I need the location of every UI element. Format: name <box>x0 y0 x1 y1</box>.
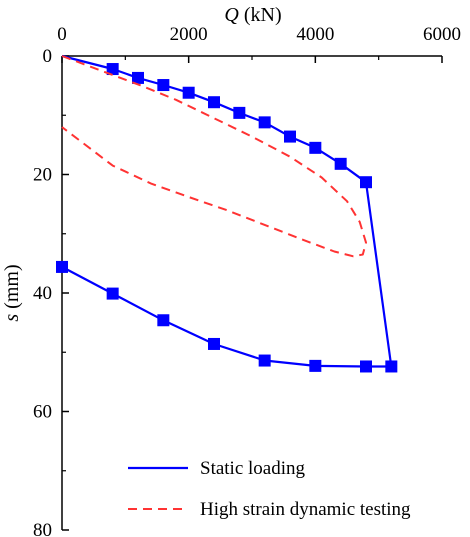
x-tick-label: 4000 <box>296 24 334 45</box>
legend-label-1: Static loading <box>200 458 306 479</box>
plot-area <box>56 54 398 373</box>
y-axis-label: s (mm) <box>1 264 23 321</box>
x-tick-label: 0 <box>57 24 67 45</box>
data-point <box>132 71 144 84</box>
series-line-2 <box>61 55 367 258</box>
data-point <box>284 130 296 143</box>
y-tick-label: 60 <box>33 402 52 423</box>
legend: Static loading High strain dynamic testin… <box>128 458 411 520</box>
x-axis-label: Q (kN) <box>224 4 281 26</box>
data-point <box>157 314 170 327</box>
data-point <box>360 176 372 189</box>
legend-label-2: High strain dynamic testing <box>200 499 411 520</box>
y-tick-label: 80 <box>33 520 52 537</box>
data-point <box>385 360 398 373</box>
data-point <box>56 260 68 273</box>
data-point <box>309 359 322 372</box>
y-tick-label: 20 <box>33 165 52 186</box>
data-point <box>106 63 119 76</box>
series-line-1 <box>61 54 393 368</box>
data-point <box>233 106 246 119</box>
data-point <box>208 96 220 109</box>
data-point <box>258 354 271 367</box>
data-point <box>258 116 271 129</box>
data-point <box>360 360 372 373</box>
y-tick-label: 40 <box>33 283 52 304</box>
data-point <box>157 79 170 92</box>
x-tick-label: 2000 <box>170 24 208 45</box>
axes: 0 2000 4000 6000 0 20 40 60 80 <box>33 24 461 537</box>
data-point <box>182 86 195 99</box>
data-point <box>334 157 347 170</box>
x-tick-label: 6000 <box>423 24 461 45</box>
data-point <box>106 287 119 300</box>
data-point <box>309 141 322 154</box>
data-point <box>208 337 220 350</box>
y-tick-label: 0 <box>43 46 53 67</box>
